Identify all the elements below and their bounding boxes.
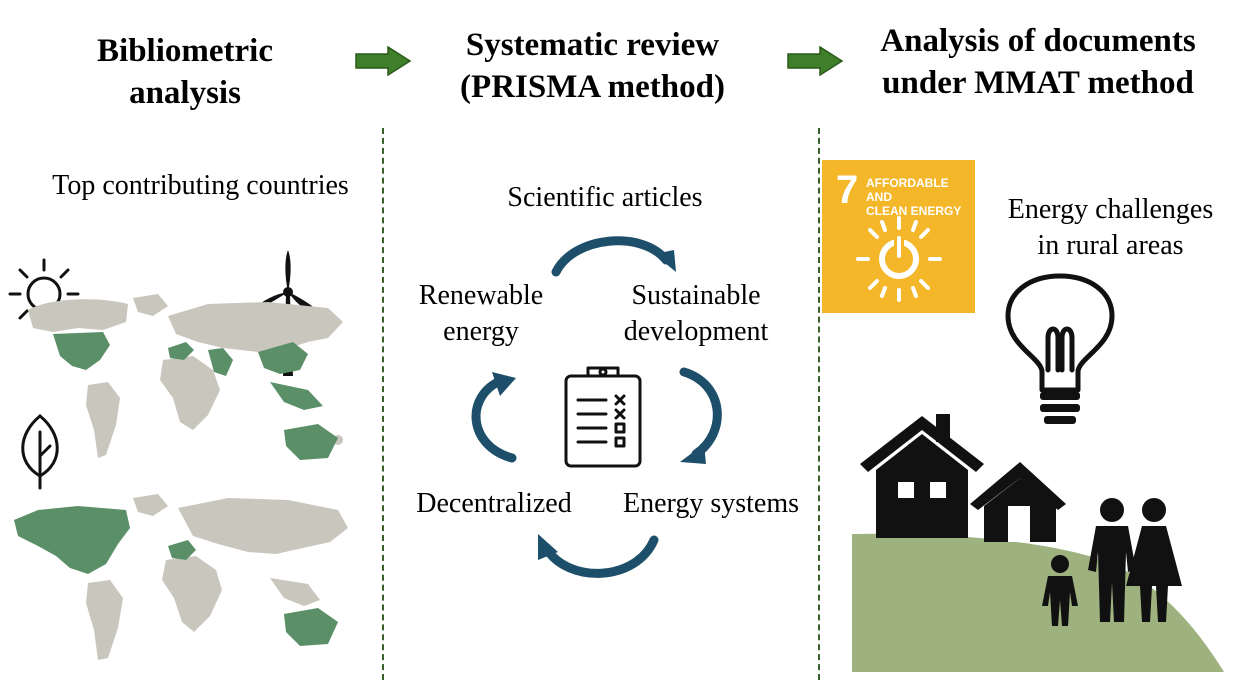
label-scientific-articles: Scientific articles	[507, 182, 703, 213]
heading-mmat-analysis: Analysis of documents under MMAT method	[880, 23, 1196, 101]
cycle-arrow-icon	[679, 367, 722, 464]
label-decentralized: Decentralized	[416, 488, 572, 519]
label-renewable-energy: Renewable energy	[418, 280, 544, 347]
world-map-bottom	[14, 494, 348, 660]
cycle-arrow-icon	[551, 236, 676, 277]
clipboard-checklist-icon	[564, 366, 642, 468]
sdg7-badge: 7 AFFORDABLE AND CLEAN ENERGY	[822, 160, 975, 313]
light-bulb-icon	[1005, 273, 1115, 424]
sdg-number: 7	[836, 168, 859, 212]
sdg-title: AFFORDABLE AND CLEAN ENERGY	[866, 176, 962, 218]
heading-bibliometric: Bibliometric analysis	[97, 33, 273, 111]
label-energy-systems: Energy systems	[622, 488, 800, 519]
leaf-icon	[21, 414, 59, 490]
flow-arrow-icon	[787, 46, 844, 76]
cycle-arrow-icon	[471, 372, 517, 463]
label-sustainable-development: Sustainable development	[623, 280, 769, 347]
energy-challenges-label: Energy challenges in rural areas	[1007, 194, 1214, 261]
house-icon	[860, 414, 1066, 542]
family-icon	[1042, 498, 1182, 626]
sdg-power-sun-icon	[856, 216, 942, 302]
flow-arrow-icon	[355, 46, 412, 76]
top-countries-label: Top contributing countries	[52, 170, 349, 201]
column-divider	[382, 128, 384, 680]
world-map-top	[28, 294, 343, 460]
heading-systematic-review: Systematic review (PRISMA method)	[460, 27, 725, 105]
rural-scene-icon	[852, 414, 1224, 672]
cycle-arrow-icon	[538, 534, 659, 578]
column-divider	[818, 128, 820, 680]
